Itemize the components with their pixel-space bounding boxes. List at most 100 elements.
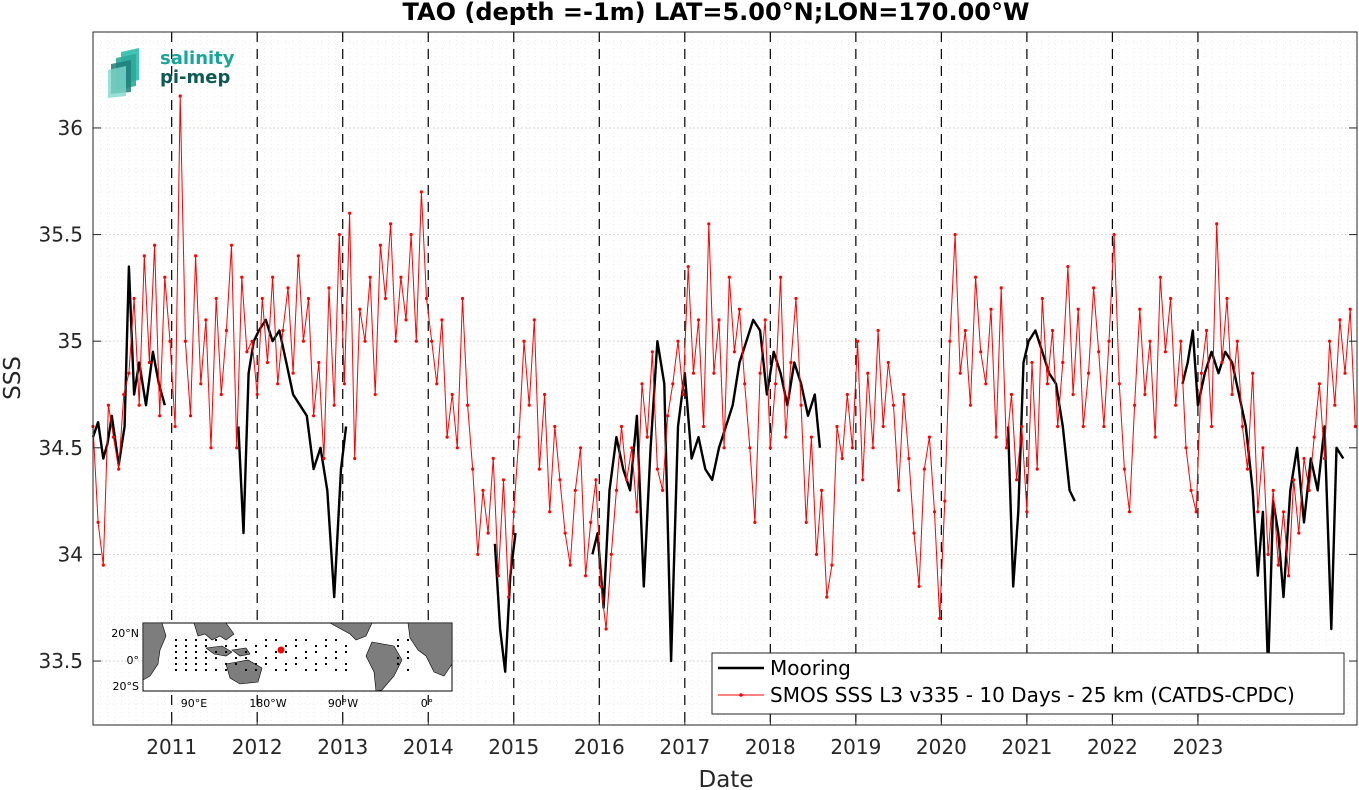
smos-point <box>1240 424 1244 429</box>
smos-point <box>1292 478 1296 482</box>
smos-point <box>1225 296 1229 301</box>
smos-point <box>383 296 388 301</box>
smos-point <box>845 392 849 397</box>
x-tick-label-2022: 2022 <box>1087 735 1138 759</box>
smos-point <box>702 424 706 429</box>
smos-point <box>178 94 182 98</box>
inset-mooring-dot <box>295 663 297 665</box>
salinity-pi-mep-logo: salinity pi-mep <box>108 48 235 98</box>
smos-point <box>229 243 234 247</box>
smos-point <box>101 563 105 567</box>
smos-point <box>958 371 962 375</box>
inset-map-ocean <box>142 622 453 692</box>
smos-point <box>194 254 198 258</box>
smos-point <box>866 371 870 375</box>
inset-mooring-dot <box>175 669 177 671</box>
smos-point <box>543 392 547 397</box>
smos-point <box>527 403 531 407</box>
smos-point <box>1276 563 1280 567</box>
smos-point <box>850 446 855 450</box>
x-tick-label-2015: 2015 <box>488 735 539 759</box>
smos-point <box>1194 510 1198 514</box>
smos-point <box>1138 307 1142 311</box>
smos-point <box>1122 467 1126 471</box>
smos-point <box>389 222 393 226</box>
smos-point <box>932 510 937 514</box>
smos-point <box>358 307 362 311</box>
inset-mooring-dot <box>225 669 227 671</box>
x-tick-label-2018: 2018 <box>745 735 796 759</box>
inset-mooring-dot <box>345 645 347 647</box>
inset-mooring-dot <box>235 645 237 647</box>
inset-mooring-dot <box>205 645 207 647</box>
inset-mooring-dot <box>265 657 267 659</box>
smos-point <box>1348 307 1352 311</box>
inset-mooring-dot <box>295 657 297 659</box>
smos-point <box>573 488 577 492</box>
smos-point <box>342 382 346 386</box>
smos-point <box>655 467 660 471</box>
smos-point <box>584 574 588 578</box>
inset-mooring-dot <box>325 639 327 641</box>
smos-point <box>938 616 942 621</box>
smos-point <box>291 371 295 375</box>
smos-point <box>532 318 536 322</box>
x-tick-label-2019: 2019 <box>830 735 881 759</box>
smos-point <box>922 467 926 471</box>
inset-mooring-dot <box>345 669 347 671</box>
inset-lat-label-0: 0° <box>127 654 140 667</box>
smos-point <box>1112 233 1116 237</box>
smos-point <box>640 382 644 386</box>
smos-point <box>1297 531 1301 535</box>
smos-point <box>743 382 747 386</box>
legend: Mooring SMOS SSS L3 v335 - 10 Days - 25 … <box>711 652 1345 715</box>
smos-point <box>188 414 193 418</box>
smos-point <box>286 286 290 290</box>
y-tick-label: 35 <box>58 329 83 353</box>
inset-mooring-dot <box>315 663 317 665</box>
inset-mooring-dot <box>407 651 409 653</box>
inset-mooring-dot <box>175 651 177 653</box>
smos-point <box>1086 371 1091 375</box>
inset-mooring-dot <box>295 645 297 647</box>
smos-point <box>814 552 819 557</box>
smos-point <box>1287 574 1291 578</box>
smos-point <box>496 574 500 578</box>
smos-point <box>173 424 177 429</box>
smos-point <box>491 456 495 461</box>
inset-mooring-dot <box>175 639 177 641</box>
smos-point <box>1163 350 1167 354</box>
smos-point <box>927 435 932 439</box>
smos-point <box>912 531 916 535</box>
smos-point <box>635 510 639 514</box>
inset-mooring-dot <box>265 645 267 647</box>
mooring-series-line-3 <box>591 318 822 663</box>
smos-point <box>1035 467 1039 471</box>
inset-mooring-dot <box>245 657 247 659</box>
smos-point <box>332 403 336 407</box>
smos-point <box>265 360 270 365</box>
smos-point <box>281 328 285 333</box>
smos-point <box>363 339 367 343</box>
smos-point <box>147 360 151 365</box>
smos-point <box>696 318 701 322</box>
smos-point <box>373 392 377 397</box>
inset-mooring-dot <box>195 663 197 665</box>
x-tick-label-2016: 2016 <box>574 735 625 759</box>
smos-point <box>1210 424 1214 429</box>
inset-mooring-dot <box>185 669 187 671</box>
smos-point <box>671 382 675 386</box>
smos-point <box>691 371 696 375</box>
smos-point <box>348 211 352 215</box>
smos-point <box>537 467 542 471</box>
smos-point <box>455 446 459 450</box>
smos-point <box>424 296 429 301</box>
smos-point <box>578 446 583 450</box>
smos-point <box>881 424 885 429</box>
x-tick-label-2011: 2011 <box>146 735 197 759</box>
inset-lon-label-0: 0° <box>421 697 434 710</box>
smos-point <box>1204 328 1209 333</box>
smos-point <box>153 243 157 247</box>
smos-point <box>825 595 829 599</box>
smos-point <box>1338 318 1342 322</box>
